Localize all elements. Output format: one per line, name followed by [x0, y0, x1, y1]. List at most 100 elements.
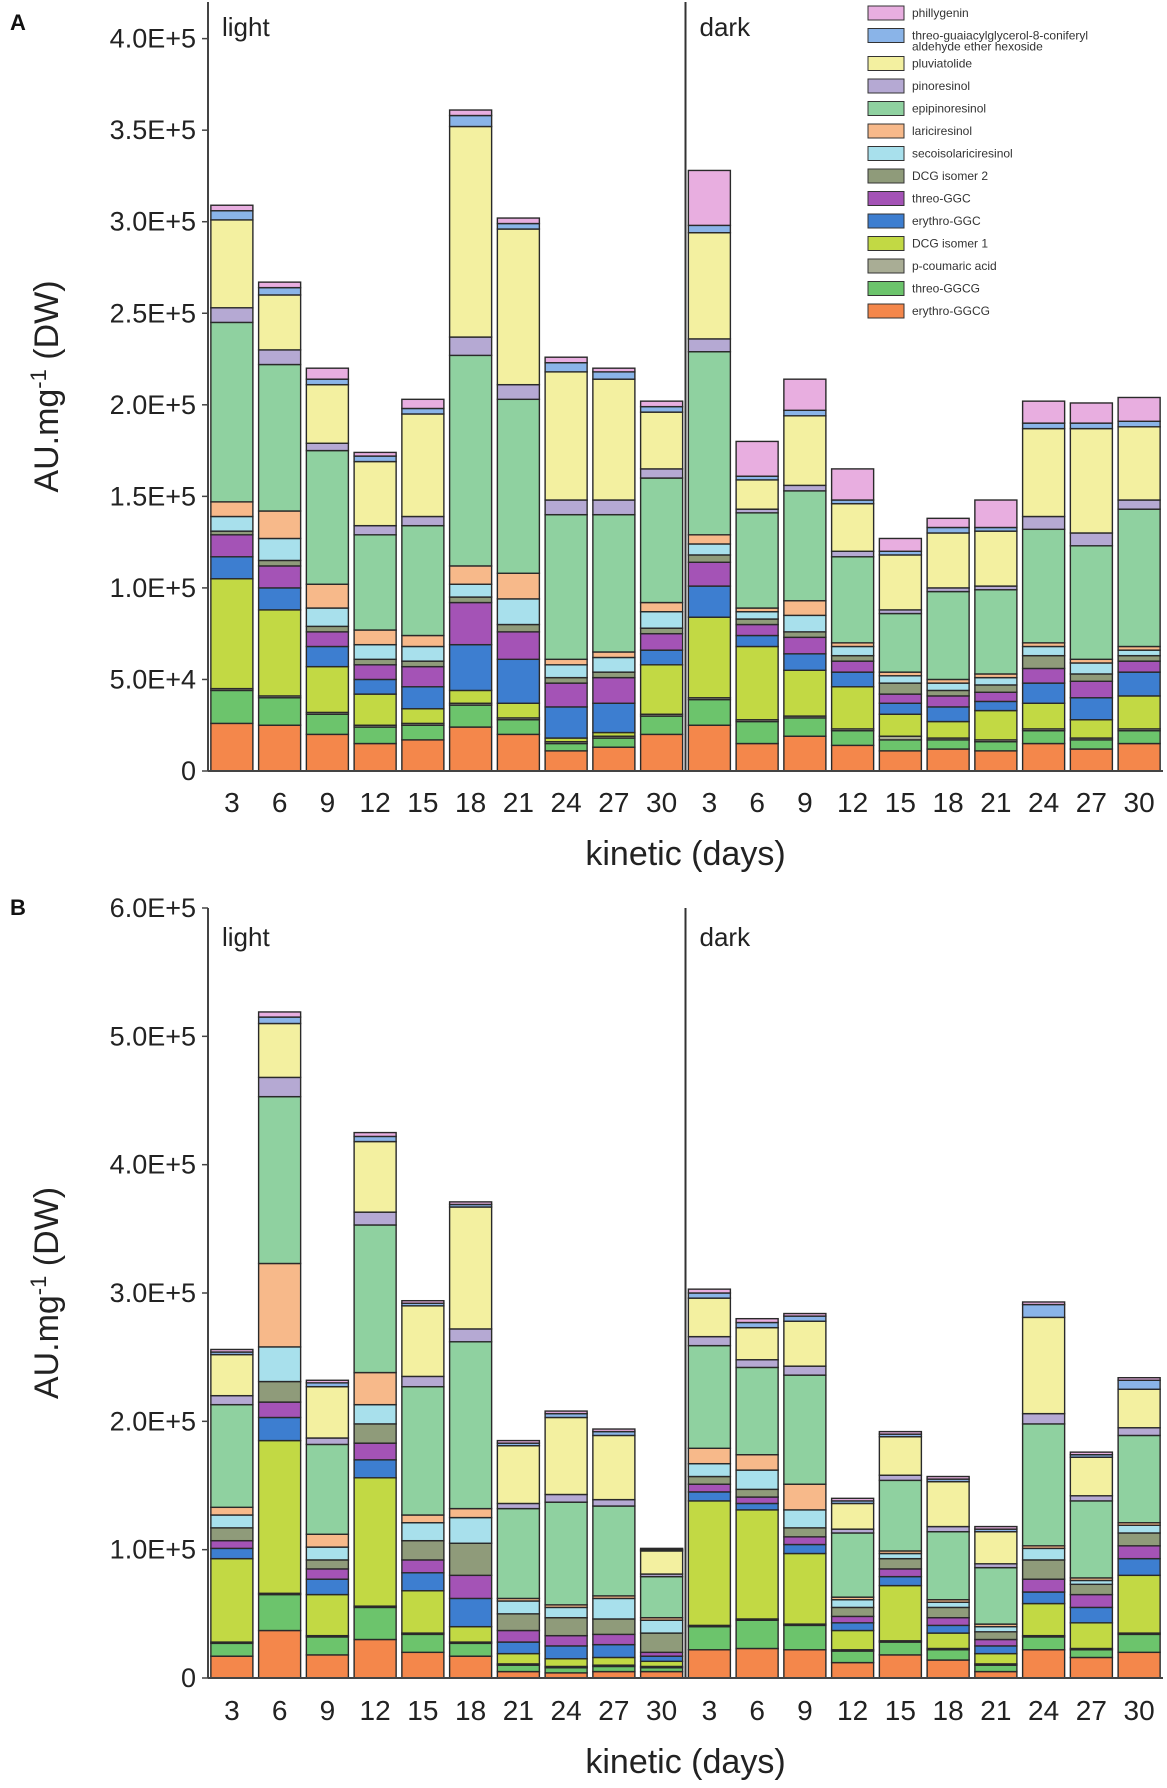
bar-segment — [974, 1631, 1018, 1641]
bar-segment — [1069, 748, 1114, 772]
legend-label: secoisolariciresinol — [912, 147, 1013, 161]
bar-segment — [926, 739, 970, 750]
bar-segment — [496, 1502, 541, 1510]
legend-swatch — [867, 258, 905, 274]
bar-segment — [592, 671, 636, 679]
bar-segment — [926, 1632, 970, 1650]
bar-segment — [830, 1650, 875, 1664]
panel-letter: A — [10, 10, 26, 35]
bar-segment — [210, 501, 254, 518]
bar-segment — [257, 286, 302, 296]
bar-segment — [257, 294, 302, 351]
x-tick-label: 21 — [503, 1695, 534, 1726]
bar-segment — [1021, 427, 1066, 518]
bar-segment — [353, 1606, 397, 1641]
x-tick-label: 30 — [1124, 787, 1155, 818]
bar-segment — [401, 1559, 445, 1574]
bar-segment — [401, 398, 445, 410]
bar-segment — [448, 354, 493, 567]
bar-segment — [974, 1566, 1018, 1625]
bar-segment — [448, 601, 493, 646]
bar-segment — [830, 730, 875, 747]
bar-light-day-15 — [401, 398, 445, 772]
bar-segment — [639, 632, 684, 651]
bar-segment — [830, 686, 875, 730]
bar-segment — [878, 1474, 923, 1482]
bar-segment — [544, 361, 588, 373]
bar-segment — [448, 1206, 493, 1330]
bar-segment — [1117, 1651, 1161, 1679]
bar-segment — [926, 526, 970, 534]
bar-light-day-18 — [448, 109, 493, 772]
bar-segment — [783, 1536, 827, 1546]
bar-segment — [496, 733, 541, 772]
bar-segment — [639, 715, 684, 736]
bar-segment — [496, 719, 541, 736]
bar-segment — [639, 468, 684, 479]
bar-segment — [496, 572, 541, 600]
x-tick-label: 30 — [646, 1695, 677, 1726]
bar-segment — [305, 665, 350, 714]
bar-segment — [687, 1344, 732, 1449]
bar-segment — [1069, 1456, 1114, 1497]
bar-segment — [353, 1442, 397, 1461]
legend-label: erythro-GGCG — [912, 304, 990, 318]
bar-segment — [926, 1649, 970, 1661]
bar-segment — [592, 499, 636, 516]
bar-segment — [496, 631, 541, 661]
legend-swatch — [867, 303, 905, 319]
bar-segment — [1117, 1633, 1161, 1654]
bar-segment — [592, 378, 636, 501]
x-tick-label: 6 — [749, 1695, 765, 1726]
bar-segment — [1069, 673, 1114, 682]
bar-segment — [257, 537, 302, 562]
bar-segment — [639, 411, 684, 470]
bar-segment — [544, 1606, 588, 1619]
bar-segment — [783, 614, 827, 633]
bar-segment — [544, 1416, 588, 1496]
bar-segment — [592, 1633, 636, 1646]
bar-segment — [401, 524, 445, 637]
bar-segment — [401, 1514, 445, 1524]
bar-segment — [257, 281, 302, 289]
bar-segment — [783, 1312, 827, 1317]
bar-segment — [974, 741, 1018, 752]
bar-segment — [257, 1016, 302, 1025]
bar-segment — [735, 1496, 779, 1505]
bar-segment — [353, 1477, 397, 1607]
x-tick-label: 18 — [933, 787, 964, 818]
bar-segment — [592, 746, 636, 772]
bar-segment — [735, 645, 779, 721]
bar-segment — [1021, 1591, 1066, 1605]
bar-segment — [401, 686, 445, 710]
bar-segment — [926, 689, 970, 697]
bar-segment — [878, 693, 923, 704]
bar-segment — [448, 125, 493, 338]
legend-item: threo-GGCG — [867, 281, 980, 296]
bar-segment — [401, 724, 445, 741]
bar-segment — [544, 742, 588, 752]
bar-segment — [544, 676, 588, 684]
bar-dark-day-27 — [1069, 402, 1114, 772]
bar-segment — [639, 1655, 684, 1663]
region-label-dark: dark — [700, 922, 752, 952]
legend: phillygenin threo-guaiacylglycerol-8-coni… — [867, 5, 1088, 319]
bar-segment — [544, 706, 588, 739]
x-tick-label: 6 — [272, 1695, 288, 1726]
x-tick-label: 18 — [933, 1695, 964, 1726]
bar-dark-day-24 — [1021, 1301, 1066, 1679]
bar-segment — [496, 1629, 541, 1643]
bar-segment — [353, 534, 397, 631]
bar-segment — [735, 1453, 779, 1471]
bar-segment — [1069, 662, 1114, 675]
legend-item: p-coumaric acid — [867, 258, 997, 274]
bar-segment — [926, 706, 970, 723]
bar-segment — [1021, 654, 1066, 670]
bar-segment — [496, 398, 541, 574]
bar-segment — [926, 1659, 970, 1679]
legend-item: phillygenin — [867, 5, 969, 21]
bar-segment — [974, 1645, 1018, 1655]
bar-segment — [639, 1619, 684, 1634]
bar-segment — [257, 1439, 302, 1595]
